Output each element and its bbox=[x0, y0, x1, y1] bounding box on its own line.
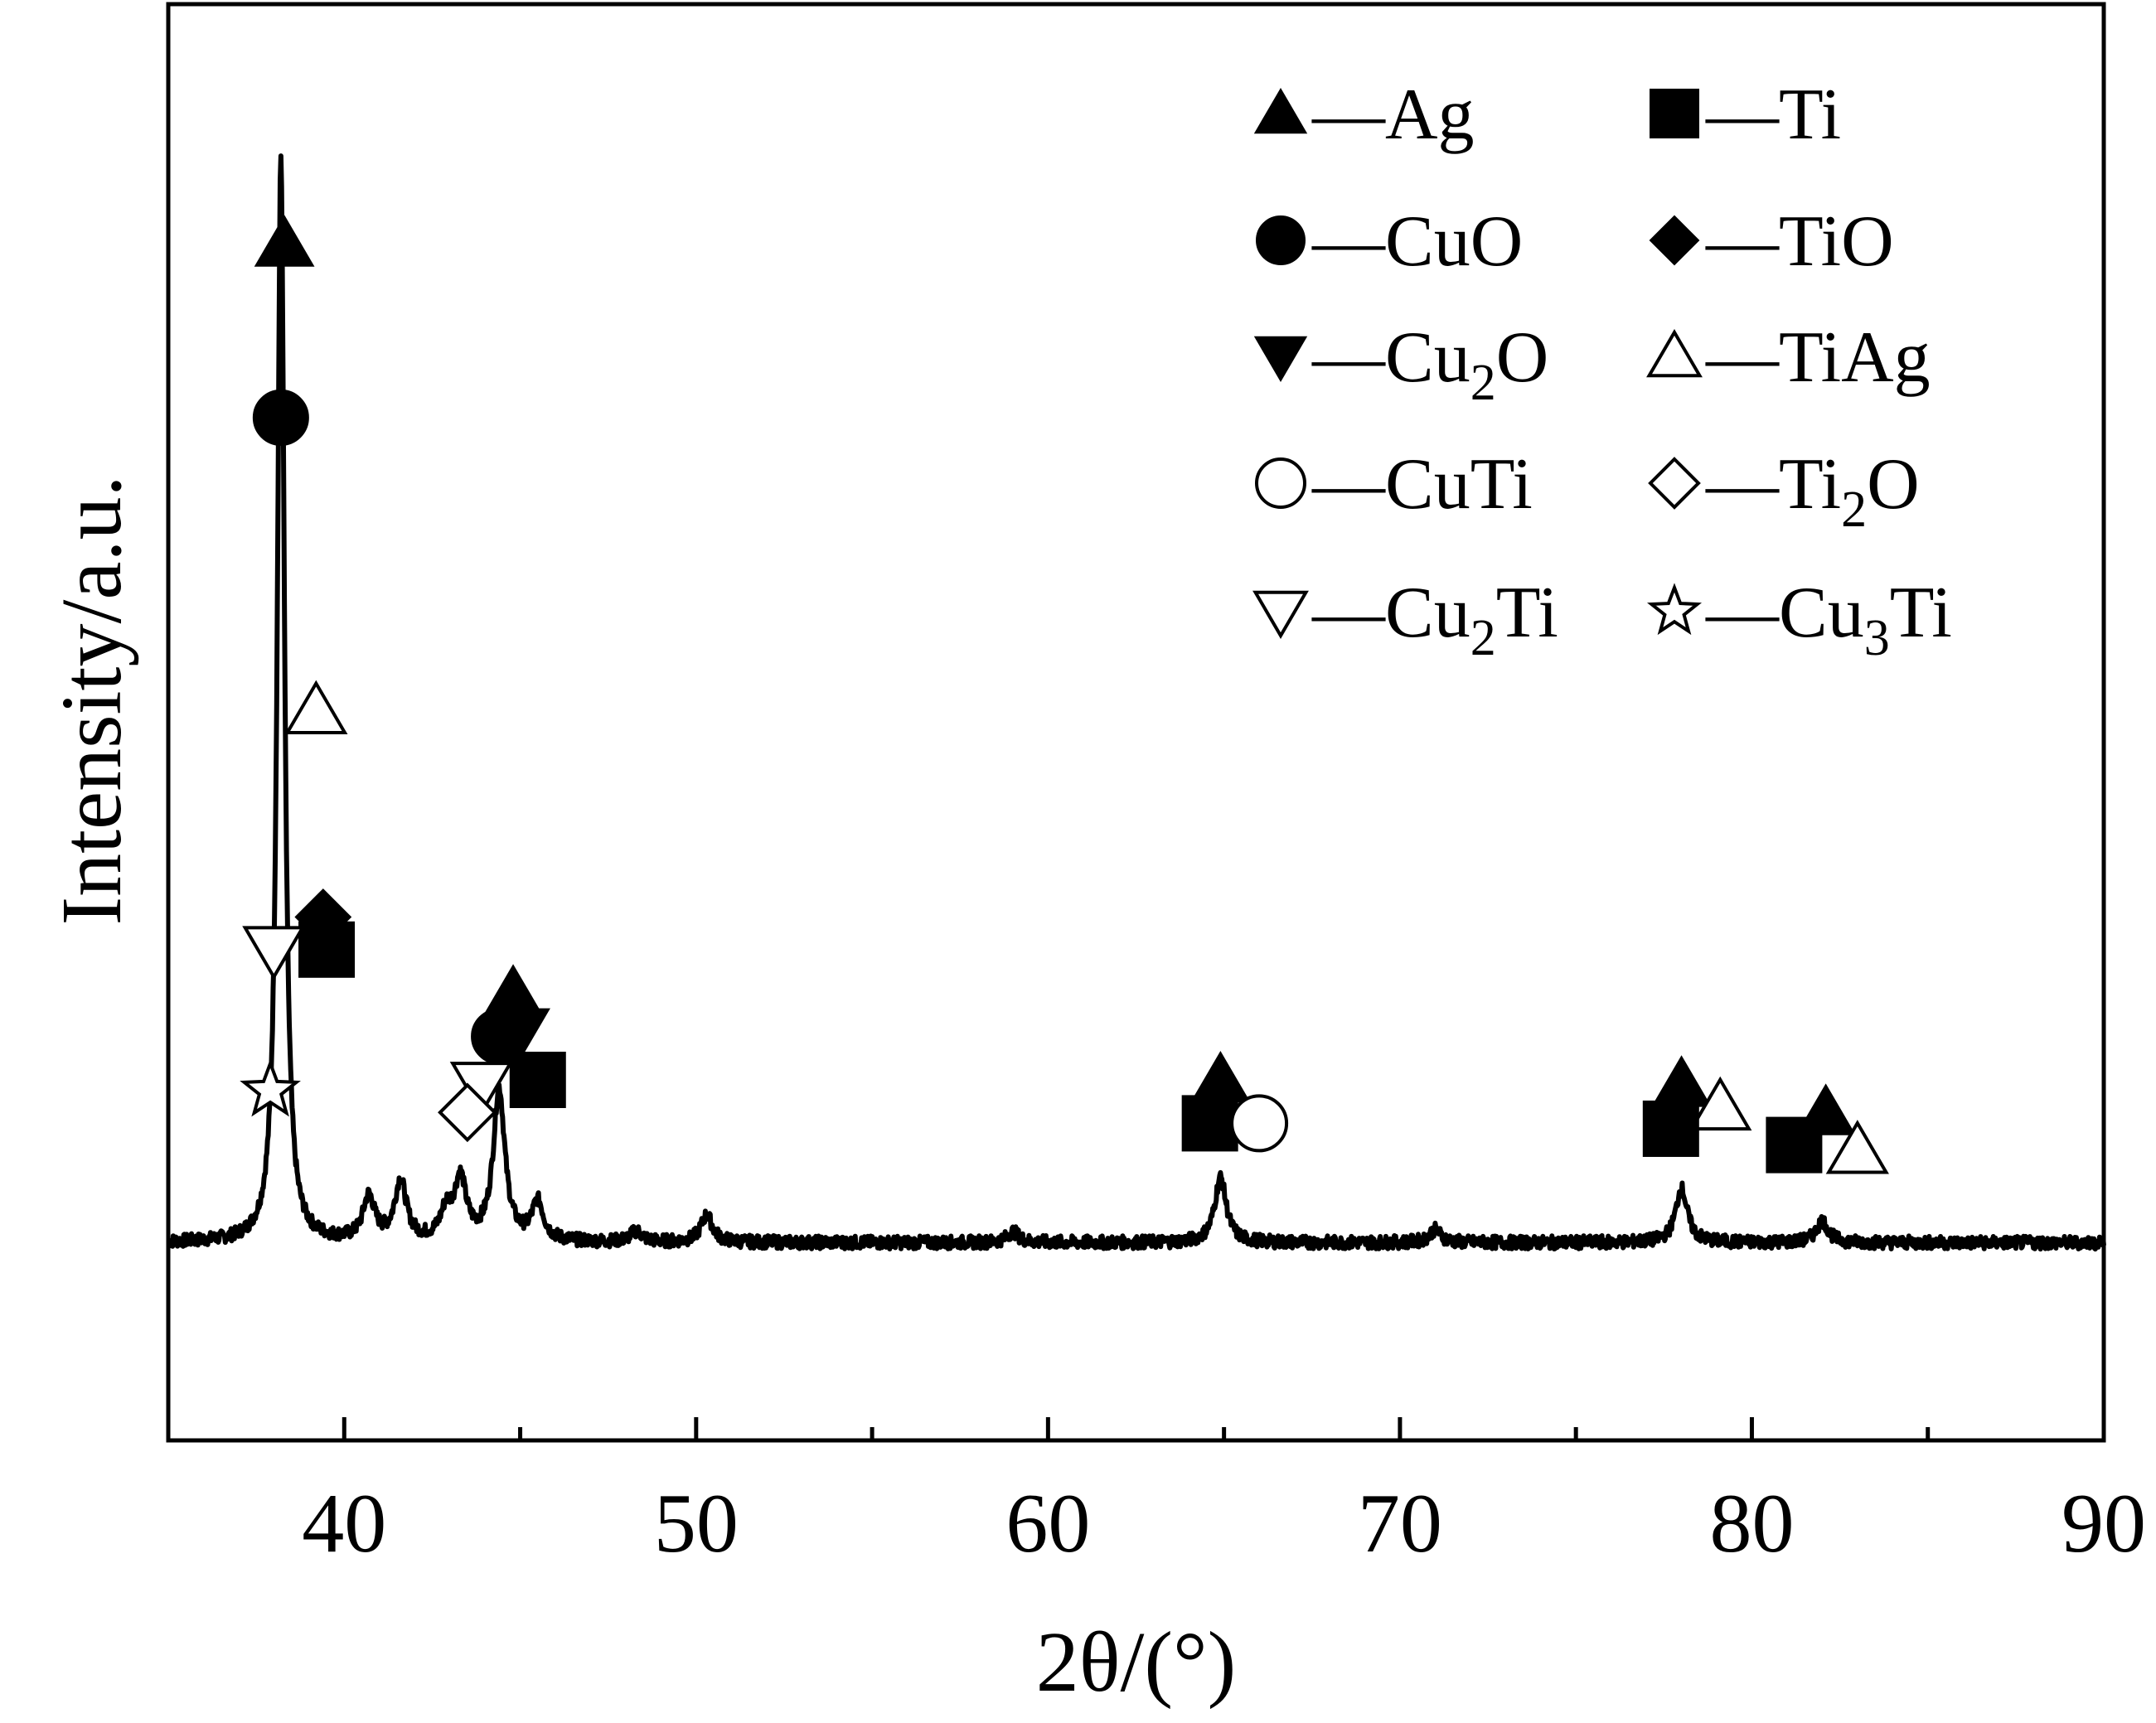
peak-marker-ag-triangle-up-filled-icon bbox=[482, 964, 544, 1016]
peak-marker-cu3ti-star-open-icon bbox=[240, 1058, 301, 1117]
legend-item-cu2ti: —Cu2Ti bbox=[1252, 573, 1558, 666]
legend-item-cuo: —CuO bbox=[1256, 201, 1523, 282]
x-tick-label: 40 bbox=[302, 1477, 386, 1571]
peak-marker-cuo-circle-filled-icon bbox=[252, 389, 309, 446]
series-layer bbox=[166, 153, 2106, 1252]
legend-item-cu3ti: —Cu3Ti bbox=[1646, 573, 1952, 666]
peak-marker-tiag-triangle-up-open-icon bbox=[1825, 1120, 1889, 1174]
legend-label: —CuO bbox=[1311, 201, 1523, 282]
legend-square-filled-icon bbox=[1650, 89, 1699, 138]
x-tick-label: 80 bbox=[1709, 1477, 1794, 1571]
legend-label: —Ti2O bbox=[1705, 444, 1920, 538]
x-tick-label: 60 bbox=[1005, 1477, 1090, 1571]
peak-marker-ag-triangle-up-filled-icon bbox=[1189, 1051, 1251, 1103]
plot-frame bbox=[166, 2, 2106, 1443]
legend-item-ti2o: —Ti2O bbox=[1648, 444, 1920, 538]
legend-triangle-down-filled-icon bbox=[1253, 336, 1308, 382]
legend-circle-open-icon bbox=[1255, 457, 1306, 509]
legend-label: —Cu2O bbox=[1311, 317, 1548, 411]
y-axis-title: Intensity/a.u. bbox=[44, 475, 139, 925]
peak-marker-ti-square-filled-icon bbox=[298, 921, 356, 978]
legend-label: —Ti bbox=[1705, 75, 1841, 155]
phase-markers bbox=[240, 215, 1889, 1174]
legend-item-cuti: —CuTi bbox=[1255, 444, 1533, 525]
x-tick-label: 70 bbox=[1358, 1477, 1442, 1571]
x-axis-ticks bbox=[342, 1417, 2106, 1440]
legend: —Ag —Ti —CuO —TiO —Cu2O —TiAg —CuTi —Ti2O —Cu2Ti… bbox=[1252, 75, 1952, 666]
peak-marker-ag-triangle-up-filled-icon bbox=[254, 215, 315, 267]
legend-item-tiag: —TiAg bbox=[1646, 317, 1931, 398]
x-tick-label: 50 bbox=[654, 1477, 739, 1571]
peak-marker-ti-square-filled-icon bbox=[1642, 1100, 1699, 1157]
x-tick-label: 90 bbox=[2062, 1477, 2146, 1571]
peak-marker-ti-square-filled-icon bbox=[1766, 1116, 1823, 1174]
xrd-pattern-line bbox=[166, 153, 2106, 1252]
legend-diamond-open-icon bbox=[1648, 457, 1701, 510]
peak-marker-cu2ti-triangle-down-open-icon bbox=[242, 926, 306, 980]
legend-label: —Cu3Ti bbox=[1705, 573, 1952, 666]
legend-triangle-up-open-icon bbox=[1646, 329, 1703, 378]
legend-item-cu2o: —Cu2O bbox=[1253, 317, 1548, 411]
legend-star-open-icon bbox=[1646, 583, 1703, 636]
peak-marker-ti-square-filled-icon bbox=[509, 1052, 566, 1108]
legend-item-tio: —TiO bbox=[1649, 201, 1894, 282]
peak-marker-ag-triangle-up-filled-icon bbox=[1651, 1055, 1712, 1107]
legend-label: —Ag bbox=[1311, 75, 1475, 155]
legend-diamond-filled-icon bbox=[1649, 215, 1700, 266]
x-axis-tick-labels: 40 50 60 70 80 90 bbox=[302, 1477, 2146, 1571]
peak-marker-ti-square-filled-icon bbox=[1181, 1095, 1238, 1152]
legend-item-ti: —Ti bbox=[1650, 75, 1841, 155]
peak-marker-ti2o-diamond-open-icon bbox=[438, 1082, 497, 1143]
legend-label: —CuTi bbox=[1311, 444, 1533, 525]
legend-label: —TiO bbox=[1705, 201, 1894, 282]
legend-item-ag: —Ag bbox=[1253, 75, 1475, 155]
legend-label: —Cu2Ti bbox=[1311, 573, 1558, 666]
peak-marker-cuti-circle-open-icon bbox=[1230, 1094, 1289, 1153]
legend-triangle-up-filled-icon bbox=[1253, 88, 1308, 134]
peak-marker-tiag-triangle-up-open-icon bbox=[1688, 1076, 1752, 1131]
peak-marker-tiag-triangle-up-open-icon bbox=[284, 680, 348, 734]
legend-triangle-down-open-icon bbox=[1252, 590, 1309, 639]
legend-label: —TiAg bbox=[1705, 317, 1931, 398]
legend-circle-filled-icon bbox=[1256, 215, 1306, 265]
x-axis-title: 2θ/(°) bbox=[1036, 1614, 1237, 1710]
